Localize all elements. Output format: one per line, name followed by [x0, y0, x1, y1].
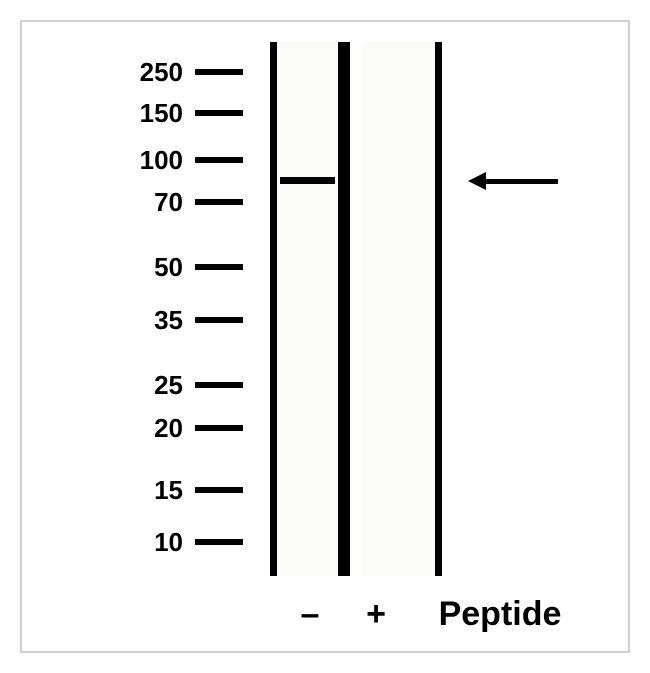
mw-tick: [195, 487, 243, 493]
mw-label: 25: [113, 370, 183, 401]
band-arrow: [484, 179, 558, 184]
band-arrow-head: [468, 172, 486, 190]
lane-label: Peptide: [400, 595, 600, 634]
blot-lane: [362, 42, 442, 576]
mw-label: 250: [113, 57, 183, 88]
mw-tick: [195, 157, 243, 163]
mw-tick: [195, 425, 243, 431]
mw-label: 35: [113, 305, 183, 336]
mw-label: 70: [113, 187, 183, 218]
mw-label: 50: [113, 252, 183, 283]
mw-tick: [195, 110, 243, 116]
mw-tick: [195, 69, 243, 75]
mw-label: 10: [113, 527, 183, 558]
mw-tick: [195, 199, 243, 205]
mw-label: 150: [113, 98, 183, 129]
mw-label: 20: [113, 413, 183, 444]
mw-tick: [195, 317, 243, 323]
mw-tick: [195, 382, 243, 388]
mw-tick: [195, 539, 243, 545]
mw-label: 100: [113, 145, 183, 176]
mw-label: 15: [113, 475, 183, 506]
blot-lane: [270, 42, 350, 576]
mw-tick: [195, 264, 243, 270]
protein-band: [280, 177, 335, 184]
